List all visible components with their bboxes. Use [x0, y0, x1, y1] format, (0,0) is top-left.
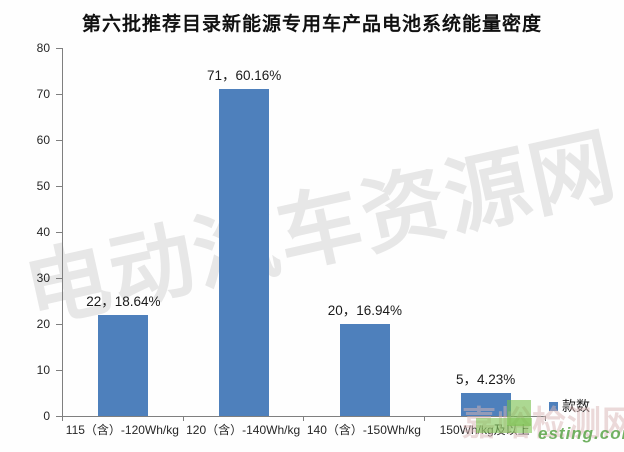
plot-area: 22，18.64% 71，60.16% 20，16.94% 5，4.23% — [62, 48, 546, 417]
bar-slot-1: 22，18.64% — [63, 48, 184, 416]
bar-slot-3: 20，16.94% — [305, 48, 426, 416]
y-tick — [56, 324, 62, 325]
x-axis-label: 150Wh/kg及以上 — [439, 423, 530, 437]
x-tick — [183, 417, 184, 421]
x-axis-label: 140（含）-150Wh/kg — [306, 423, 421, 437]
bar-value-label: 71，60.16% — [206, 68, 282, 84]
bar-slot-2: 71，60.16% — [184, 48, 305, 416]
y-tick — [56, 370, 62, 371]
y-axis-label: 70 — [36, 87, 50, 101]
bar — [219, 89, 270, 416]
bar-value-label: 5，4.23% — [455, 372, 516, 387]
y-axis-label: 60 — [36, 133, 50, 147]
y-axis-label: 50 — [36, 179, 50, 193]
x-tick — [545, 417, 546, 421]
legend-swatch-icon — [549, 401, 558, 411]
x-axis-label: 115（含）-120Wh/kg — [65, 423, 179, 437]
bar — [98, 314, 149, 416]
y-axis-label: 20 — [36, 317, 50, 331]
y-axis-label: 40 — [36, 225, 50, 239]
watermark-url: esting.com — [538, 424, 624, 443]
x-tick — [62, 417, 63, 421]
y-axis-label: 0 — [43, 409, 50, 423]
y-tick — [56, 48, 62, 49]
bar-slot-4: 5，4.23% — [425, 48, 546, 416]
y-tick — [56, 232, 62, 233]
y-tick — [56, 416, 62, 417]
x-axis-labels: 115（含）-120Wh/kg 120（含）-140Wh/kg 140（含）-1… — [62, 421, 545, 438]
bar — [460, 393, 511, 416]
bar-value-label: 22，18.64% — [86, 293, 161, 309]
legend: 款数 — [549, 396, 590, 416]
x-tick — [424, 417, 425, 421]
legend-label: 款数 — [562, 398, 590, 414]
x-tick — [303, 417, 304, 421]
y-tick — [56, 278, 62, 279]
bar-value-label: 20，16.94% — [327, 303, 403, 318]
chart-title: 第六批推荐目录新能源专用车产品电池系统能量密度 — [81, 14, 542, 35]
y-axis-label: 30 — [36, 271, 50, 285]
x-axis-label: 120（含）-140Wh/kg — [186, 423, 301, 437]
y-axis-label: 80 — [36, 41, 50, 55]
bar — [339, 324, 390, 416]
y-axis-label: 10 — [36, 363, 50, 377]
y-tick — [56, 140, 62, 141]
bar-series: 22，18.64% 71，60.16% 20，16.94% 5，4.23% — [63, 48, 546, 416]
y-tick — [56, 94, 62, 95]
y-tick — [56, 186, 62, 187]
